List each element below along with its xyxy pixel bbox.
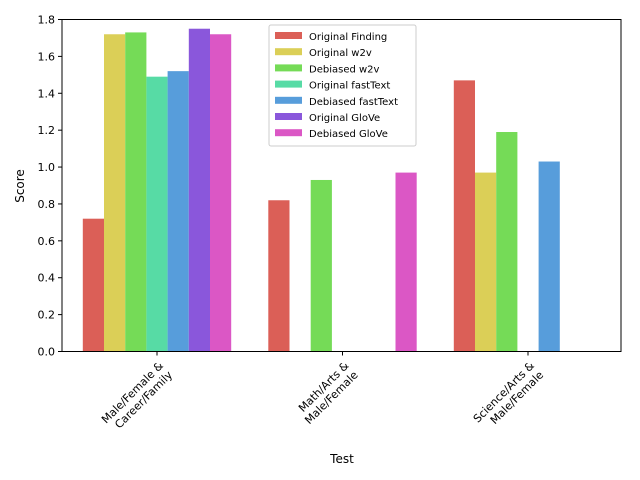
bars-layer <box>82 28 560 352</box>
legend-swatch <box>275 129 302 137</box>
legend-label: Debiased GloVe <box>309 129 388 140</box>
y-tick-label: 1.4 <box>38 87 56 100</box>
y-tick-label: 1.6 <box>38 50 56 63</box>
legend-swatch <box>275 113 302 120</box>
bar-debiased-fasttext-0 <box>167 71 189 352</box>
legend-swatch <box>275 80 302 88</box>
legend-swatch <box>275 96 302 104</box>
y-tick-label: 0.2 <box>38 309 56 322</box>
legend: Original Finding Original w2v Debiased w2v… <box>268 24 417 147</box>
legend-swatch <box>275 48 302 56</box>
bar-original-finding-0 <box>82 218 104 352</box>
y-tick-label: 0.4 <box>38 272 56 285</box>
plot-frame <box>61 19 622 352</box>
bar-debiased-w2v-2 <box>496 132 518 352</box>
bar-original-finding-2 <box>453 80 475 352</box>
x-axis-label: Test <box>329 452 354 466</box>
y-tick-label: 0.8 <box>38 198 56 211</box>
legend-label: Debiased w2v <box>309 64 380 75</box>
y-tick-label: 1.2 <box>38 124 56 137</box>
y-axis: 0.0 0.2 0.4 0.6 0.8 1.0 1.2 1.4 1.6 1.8 <box>38 14 62 359</box>
bar-debiased-glove-0 <box>210 34 232 352</box>
bar-original-finding-1 <box>268 200 290 352</box>
legend-swatch <box>275 32 302 39</box>
legend-label: Original GloVe <box>309 113 380 124</box>
legend-label: Debiased fastText <box>309 97 398 108</box>
legend-label: Original fastText <box>309 81 390 92</box>
bar-original-w2v-2 <box>475 172 497 352</box>
y-tick-label: 0.6 <box>38 235 56 248</box>
legend-box <box>268 24 417 147</box>
y-tick-label: 1.0 <box>38 161 56 174</box>
y-axis-label: Score <box>13 169 27 203</box>
y-tick-label: 0.0 <box>38 346 56 359</box>
bar-debiased-glove-1 <box>395 172 417 352</box>
bar-original-glove-0 <box>188 28 210 352</box>
x-tick-label: Male/Female &Career/Family <box>99 359 175 431</box>
x-axis: Male/Female &Career/Family Math/Arts &Mal… <box>99 351 546 431</box>
bar-debiased-w2v-1 <box>310 179 332 352</box>
legend-label: Original w2v <box>309 48 372 59</box>
x-tick-label: Math/Arts &Male/Female <box>296 359 361 427</box>
legend-label: Original Finding <box>309 32 387 43</box>
bar-debiased-w2v-0 <box>125 32 147 352</box>
y-tick-label: 1.8 <box>38 14 56 27</box>
bar-debiased-fasttext-2 <box>538 161 560 352</box>
bar-original-w2v-0 <box>104 34 126 352</box>
bar-original-fasttext-0 <box>146 76 168 352</box>
legend-swatch <box>275 64 302 72</box>
x-tick-label: Science/Arts &Male/Female <box>471 359 546 427</box>
